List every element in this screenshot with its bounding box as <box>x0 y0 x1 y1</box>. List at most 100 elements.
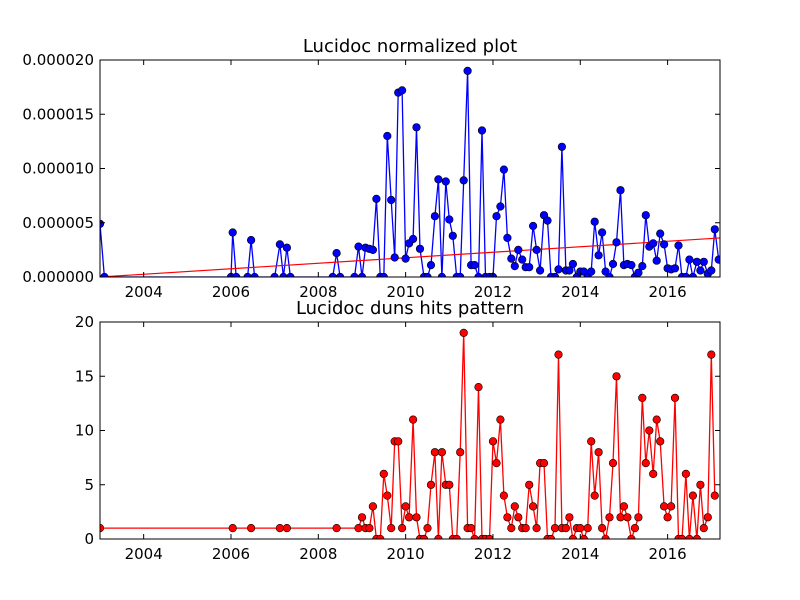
data-point <box>710 225 719 234</box>
data-point <box>696 266 705 275</box>
x-tick-label: 2014 <box>561 545 599 563</box>
data-point <box>247 236 256 245</box>
data-point <box>587 267 596 276</box>
data-point <box>423 523 432 533</box>
data-point <box>510 502 519 511</box>
data-point <box>412 513 421 522</box>
data-point <box>590 491 599 500</box>
data-point <box>368 245 378 254</box>
data-point <box>685 255 694 264</box>
data-point <box>539 459 549 468</box>
x-tick-label: 2016 <box>649 545 687 563</box>
data-point <box>463 66 472 75</box>
data-point <box>627 261 636 270</box>
x-tick-label: 2004 <box>125 545 163 563</box>
data-point <box>232 272 241 277</box>
data-point <box>612 238 621 247</box>
data-point <box>401 254 410 263</box>
data-point <box>696 480 705 489</box>
x-tick-label: 2016 <box>649 283 687 301</box>
data-point <box>652 256 661 265</box>
chart-title: Lucidoc duns hits pattern <box>296 298 524 319</box>
x-tick-label: 2008 <box>299 545 337 563</box>
y-tick-label: 0.000000 <box>22 268 94 286</box>
data-point <box>528 502 538 511</box>
data-point <box>714 255 720 264</box>
y-tick-label: 5 <box>84 476 94 494</box>
data-point <box>656 229 665 238</box>
data-point <box>707 266 716 275</box>
data-point <box>332 523 341 533</box>
data-point <box>649 469 658 479</box>
data-point <box>576 523 585 533</box>
data-point <box>350 272 359 277</box>
x-tick-label: 2010 <box>387 545 425 563</box>
data-point <box>616 186 625 195</box>
data-point <box>448 231 457 240</box>
data-point <box>557 142 567 151</box>
data-point <box>279 272 288 277</box>
data-point <box>365 523 374 533</box>
data-point <box>430 448 440 457</box>
y-tick-label: 20 <box>75 313 94 331</box>
data-point <box>398 86 407 95</box>
data-point <box>499 491 509 500</box>
y-tick-label: 0.000010 <box>22 160 94 178</box>
plot-area <box>100 328 719 539</box>
data-point <box>656 437 665 446</box>
data-point <box>286 272 295 277</box>
data-point <box>594 448 603 457</box>
data-point <box>507 523 516 533</box>
data-point <box>641 211 650 220</box>
normalized-plot-panel: Lucidoc normalized plot 2004 2006 2008 2010… <box>22 36 721 301</box>
data-point <box>583 523 592 533</box>
data-point <box>470 534 479 539</box>
data-point <box>561 523 571 533</box>
data-point <box>623 513 632 522</box>
data-point <box>699 523 708 533</box>
chart-title: Lucidoc normalized plot <box>303 36 517 57</box>
data-point <box>634 513 643 522</box>
data-point <box>565 513 574 522</box>
data-point <box>282 523 292 533</box>
data-point <box>474 383 483 392</box>
data-point <box>594 251 603 260</box>
y-tick-label: 0 <box>84 530 94 548</box>
data-point <box>379 272 388 277</box>
data-point <box>492 212 501 221</box>
data-point <box>587 437 596 446</box>
data-point <box>597 523 607 533</box>
data-point <box>394 437 403 446</box>
data-point <box>630 523 640 533</box>
data-point <box>270 272 279 277</box>
data-point <box>100 219 105 228</box>
data-point <box>699 257 708 266</box>
data-point <box>354 523 363 533</box>
data-point <box>528 221 538 231</box>
data-point <box>681 469 691 479</box>
data-point <box>415 244 425 253</box>
data-point <box>597 228 607 237</box>
data-point <box>503 233 512 242</box>
data-point <box>492 459 501 468</box>
data-point <box>409 234 418 244</box>
data-point <box>601 534 610 539</box>
data-point <box>627 534 636 539</box>
data-point <box>383 491 392 500</box>
data-point <box>670 393 680 403</box>
data-point <box>659 502 669 511</box>
data-point <box>532 245 541 254</box>
data-point <box>282 243 292 252</box>
x-tick-label: 2012 <box>474 283 512 301</box>
x-tick-label: 2012 <box>474 545 512 563</box>
data-point <box>550 272 560 277</box>
data-point <box>228 228 237 237</box>
data-point <box>659 240 669 249</box>
data-point <box>477 126 487 135</box>
y-tick-label: 0.000005 <box>22 214 94 232</box>
data-point <box>405 513 414 522</box>
data-point <box>401 502 410 511</box>
data-point <box>228 523 237 533</box>
plot-area <box>100 66 720 277</box>
